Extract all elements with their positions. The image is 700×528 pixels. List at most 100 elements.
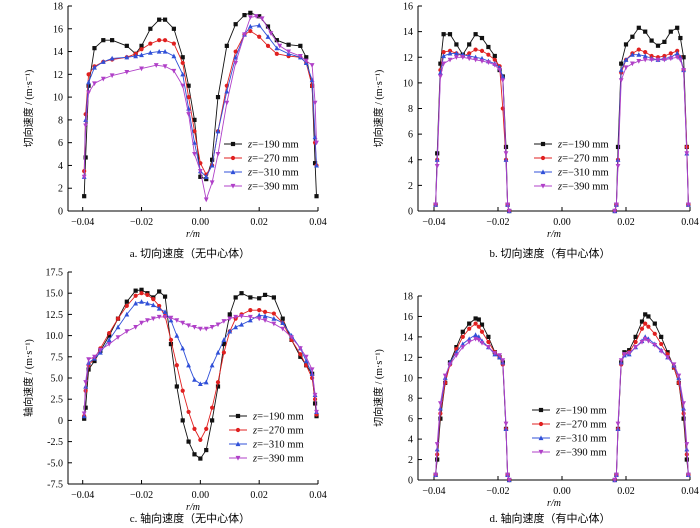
data-point [630,52,635,57]
data-point [467,326,472,331]
data-point [253,14,259,19]
y-tick-label: 12 [53,70,63,81]
data-point [674,55,680,60]
y-tick-label: 18 [53,2,63,13]
y-tick-label: 6 [408,414,413,425]
y-tick-label: 10 [403,78,413,89]
data-point [156,48,162,54]
x-tick-label: 0.00 [553,486,571,497]
legend-entry: z=−390 mm [247,182,299,193]
data-point [297,346,303,351]
data-point [171,53,177,59]
data-point [168,315,174,321]
data-point [486,60,491,65]
data-point [612,208,618,214]
data-point [500,358,506,363]
data-point [215,349,221,355]
data-point [124,54,130,60]
y-tick-label: 2.5 [51,395,64,406]
y-tick-label: 17.5 [46,268,64,279]
data-point [626,351,632,356]
y-tick-label: 12 [403,53,413,64]
data-point [454,55,459,60]
data-point [86,90,91,96]
data-point [681,55,686,60]
data-point [109,73,115,79]
data-point [441,61,446,67]
data-point [186,83,191,88]
data-point [678,35,683,41]
data-point [86,79,91,85]
legend-marker [230,169,236,175]
legend-marker [538,421,544,427]
data-point [171,41,176,46]
data-point [271,295,276,300]
y-tick-label: 14 [53,47,63,58]
y-tick-label: 5.0 [51,374,64,385]
data-point [271,316,277,321]
legend: z=−190 mm z=−270 mm z=−310 mm z=−390 mm [224,140,299,193]
data-point [646,324,651,329]
data-point [203,197,209,203]
x-tick-label: −0.04 [422,217,445,228]
y-tick-label: 10 [403,373,413,384]
data-point [180,60,185,66]
data-point [262,318,268,323]
data-point [210,418,215,423]
legend-entry: z=−390 mm [555,448,607,459]
data-point [83,155,88,160]
data-point [492,62,498,68]
data-point [256,22,262,28]
data-point [81,411,87,417]
data-point [124,43,129,48]
data-point [210,405,215,410]
y-tick-label: 6 [58,138,63,149]
data-point [497,67,502,73]
data-point [186,112,191,117]
data-point [227,328,233,334]
series-z-390-mm [433,336,691,483]
y-tick-label: 10 [53,93,63,104]
data-point [100,59,106,64]
data-point [646,314,651,319]
y-tick-label: 10.0 [46,331,64,342]
data-point [139,320,144,326]
series-line [83,292,317,441]
data-point [186,439,191,444]
data-point [668,51,673,56]
panel-caption: a. 切向速度（无中心体） [130,246,250,260]
data-point [257,14,262,19]
y-tick-label: 0 [58,207,63,218]
data-point [221,350,226,355]
data-point [505,202,510,208]
data-point [486,44,491,50]
y-tick-label: 2 [408,455,413,466]
data-point [139,299,144,304]
y-tick-label: 7.5 [51,352,64,363]
data-point [612,477,618,483]
data-point [479,340,485,346]
data-point [623,42,629,47]
data-point [473,332,478,337]
x-tick-label: 0.00 [192,490,210,501]
data-point [614,472,619,478]
data-point [215,384,221,389]
data-point [265,43,271,48]
data-point [492,53,497,59]
data-point [257,308,262,313]
data-point [198,456,203,461]
data-point [500,78,506,83]
data-point [304,55,309,60]
legend-marker [540,183,546,189]
y-tick-label: 16 [403,312,413,323]
data-point [107,333,112,338]
data-point [203,326,209,332]
data-point [180,71,186,77]
data-point [239,291,244,296]
y-tick-label: 4 [58,161,63,172]
data-point [162,309,168,314]
data-point [298,352,303,357]
data-point [280,326,286,332]
data-point [180,320,186,326]
data-point [83,117,89,122]
